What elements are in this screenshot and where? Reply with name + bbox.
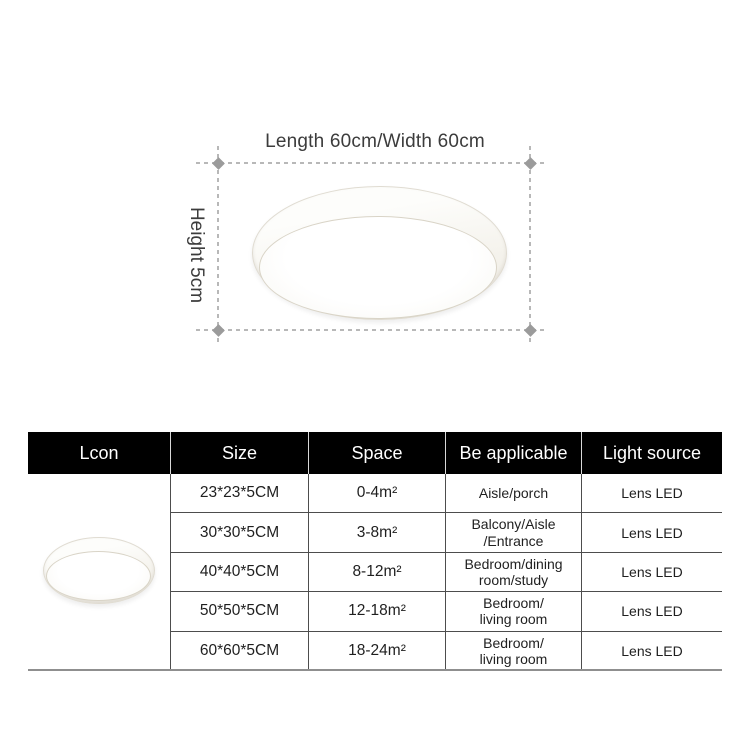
corner-marker-top-left — [212, 157, 225, 170]
dashed-line-left — [217, 146, 219, 344]
corner-marker-bottom-left — [212, 324, 225, 337]
size-cell: 60*60*5CM — [171, 631, 309, 671]
space-cell: 18-24m² — [309, 631, 446, 671]
dashed-line-right — [529, 146, 531, 344]
dashed-line-bottom — [196, 329, 548, 331]
light-source-cell: Lens LED — [582, 474, 722, 514]
applicable-cell: Bedroom/dining room/study — [446, 552, 582, 593]
light-source-cell: Lens LED — [582, 513, 722, 553]
size-cell: 50*50*5CM — [171, 592, 309, 632]
lamp-thumbnail-face — [46, 551, 151, 601]
lamp-thumbnail-cell — [28, 474, 171, 671]
lamp-diffuser-face — [259, 216, 497, 319]
applicable-cell: Balcony/Aisle /Entrance — [446, 513, 582, 553]
table-bottom-border — [28, 669, 722, 671]
header-size: Size — [171, 432, 309, 474]
dashed-line-top — [196, 162, 548, 164]
space-cell: 0-4m² — [309, 474, 446, 514]
space-cell: 3-8m² — [309, 513, 446, 553]
space-cell: 8-12m² — [309, 552, 446, 593]
header-be-applicable: Be applicable — [446, 432, 582, 474]
size-cell: 40*40*5CM — [171, 552, 309, 593]
light-source-cell: Lens LED — [582, 553, 722, 593]
height-dimension-label: Height 5cm — [186, 206, 207, 304]
applicable-cell: Bedroom/ living room — [446, 631, 582, 671]
light-source-cell: Lens LED — [582, 592, 722, 632]
space-cell: 12-18m² — [309, 592, 446, 632]
size-cell: 30*30*5CM — [171, 513, 309, 553]
corner-marker-top-right — [524, 157, 537, 170]
applicable-cell: Bedroom/ living room — [446, 592, 582, 632]
corner-marker-bottom-right — [524, 324, 537, 337]
header-icon: Lcon — [28, 432, 171, 474]
light-source-cell: Lens LED — [621, 643, 683, 660]
applicable-cell: Aisle/porch — [446, 474, 582, 514]
header-space: Space — [309, 432, 446, 474]
header-light-source: Light source — [582, 432, 722, 474]
spec-table: Lcon Size Space Be applicable Light sour… — [28, 432, 722, 671]
size-cell: 23*23*5CM — [171, 474, 309, 514]
length-width-dimension-label: Length 60cm/Width 60cm — [265, 131, 485, 152]
